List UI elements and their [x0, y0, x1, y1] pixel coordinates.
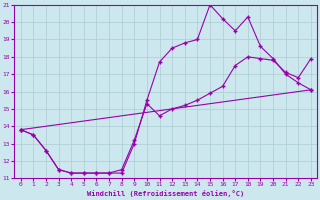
X-axis label: Windchill (Refroidissement éolien,°C): Windchill (Refroidissement éolien,°C): [87, 190, 244, 197]
